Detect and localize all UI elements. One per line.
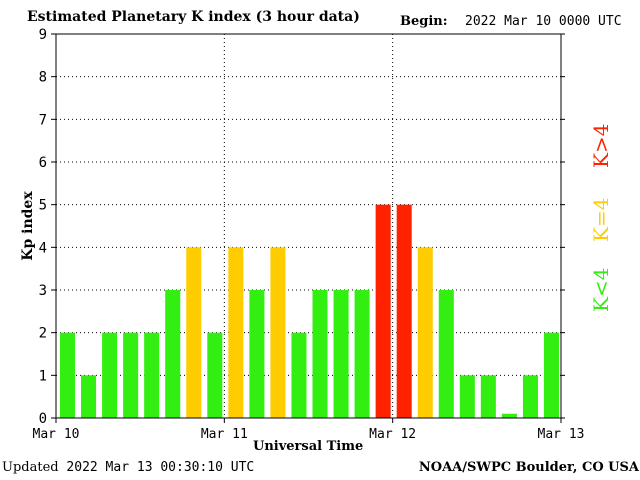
bar (501, 413, 517, 418)
updated-value: 2022 Mar 13 00:30:10 UTC (66, 460, 255, 475)
updated-timestamp: Updated 2022 Mar 13 00:30:10 UTC (2, 460, 254, 475)
begin-value: 2022 Mar 10 0000 UTC (465, 14, 622, 29)
bar (543, 332, 559, 418)
bar (144, 332, 160, 418)
legend-equal-4: K=4 (589, 197, 613, 242)
bar (480, 375, 496, 418)
bar (291, 332, 307, 418)
bar (228, 247, 244, 418)
y-tick-label: 4 (39, 240, 47, 256)
bar (60, 332, 76, 418)
bar (459, 375, 475, 418)
bar (333, 290, 349, 418)
chart-title: Estimated Planetary K index (3 hour data… (27, 9, 360, 25)
bar (270, 247, 286, 418)
bar (375, 204, 391, 418)
y-tick-label: 8 (39, 70, 47, 86)
bar (186, 247, 202, 418)
y-tick-label: 6 (39, 155, 47, 171)
bar (522, 375, 538, 418)
credit-line: NOAA/SWPC Boulder, CO USA (418, 460, 639, 475)
y-tick-label: 5 (39, 198, 47, 214)
plot-frame (55, 33, 562, 419)
x-axis-title: Universal Time (253, 439, 364, 454)
updated-label: Updated (2, 460, 59, 475)
legend-below-4: K<4 (589, 267, 613, 312)
x-tick-label: Mar 12 (369, 427, 416, 442)
bar (207, 332, 223, 418)
y-tick-label: 2 (39, 326, 47, 342)
bar (165, 290, 181, 418)
bar (354, 290, 370, 418)
bar (417, 247, 433, 418)
y-axis-title: Kp index (20, 191, 36, 261)
y-tick-label: 0 (39, 411, 47, 427)
bar (312, 290, 328, 418)
y-tick-label: 9 (39, 27, 47, 43)
x-tick-label: Mar 13 (538, 427, 585, 442)
bar (81, 375, 97, 418)
legend-above-4: K>4 (589, 123, 613, 168)
x-tick-label: Mar 10 (33, 427, 80, 442)
y-tick-label: 7 (39, 112, 47, 128)
bar (123, 332, 139, 418)
bar (396, 204, 412, 418)
y-tick-label: 1 (39, 368, 47, 384)
bar (249, 290, 265, 418)
x-tick-label: Mar 11 (201, 427, 248, 442)
bar (102, 332, 118, 418)
bar (438, 290, 454, 418)
y-tick-label: 3 (39, 283, 47, 299)
begin-label: Begin: (400, 14, 448, 29)
